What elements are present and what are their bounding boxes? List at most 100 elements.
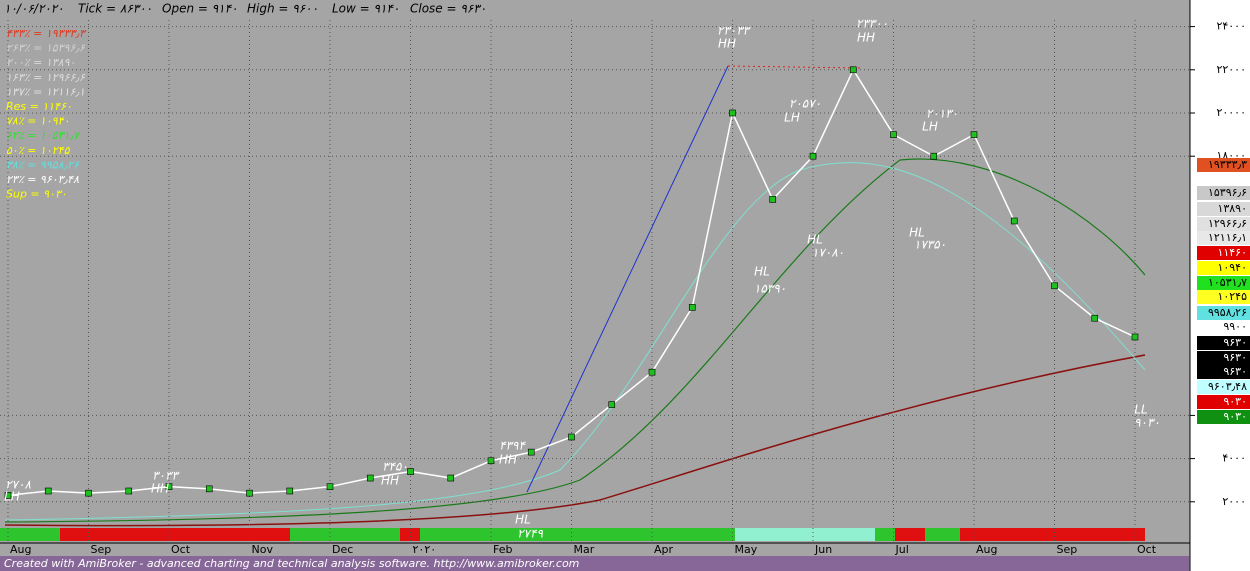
price-box-label: ۹۶۳۰ xyxy=(1223,365,1247,378)
level-label: ۵۰٪ = ۱۰۲۴۵ xyxy=(6,144,71,157)
annotation: ۲۳۰۳۳ xyxy=(717,24,752,38)
price-box-label: ۱۵۳۹۶٫۶ xyxy=(1208,186,1247,199)
price-box-label: ۱۲۹۶۶٫۶ xyxy=(1208,217,1247,230)
annotation: ۲۷۰۸ xyxy=(5,478,31,492)
x-tick-label: Oct xyxy=(171,543,191,556)
annotation: ۲۰۵۷۰ xyxy=(789,97,821,111)
level-label: Sup = ۹۰۳۰ xyxy=(6,188,67,201)
trend-line xyxy=(526,65,729,493)
annotation: ۹۰۳۰ xyxy=(1134,416,1160,430)
x-tick-label: Aug xyxy=(976,543,997,556)
price-box xyxy=(1197,336,1250,350)
price-box xyxy=(1197,395,1250,409)
price-point xyxy=(527,448,535,456)
price-point xyxy=(970,131,978,138)
annotation: ۱۷۳۵۰ xyxy=(914,238,946,252)
y-tick-label: ۲۲۰۰۰ xyxy=(1216,63,1246,76)
x-tick-label: Sep xyxy=(1057,543,1078,556)
price-box xyxy=(1197,306,1250,320)
x-tick-label: Mar xyxy=(574,543,595,556)
price-point xyxy=(205,485,213,493)
price-point xyxy=(648,368,656,376)
price-point xyxy=(85,489,92,497)
annotation: HL xyxy=(754,265,770,279)
price-box xyxy=(1197,217,1250,231)
plot-background xyxy=(0,0,1190,571)
price-box xyxy=(1197,186,1250,200)
x-tick-label: May xyxy=(735,543,758,556)
annotation: ۳۰۳۳ xyxy=(152,469,180,483)
level-label: ۱۳۷٪ = ۱۲۱۱۶٫۱ xyxy=(6,85,85,98)
price-point xyxy=(568,433,575,441)
price-box-label: ۹۹۵۸٫۲۶ xyxy=(1208,306,1247,319)
price-box xyxy=(1197,290,1250,304)
level-label: ۲۰۰٪ = ۱۳۸۹۰ xyxy=(6,56,75,69)
price-box-label: ۹۰۳۰ xyxy=(1223,395,1247,408)
y-tick-label: ۲۴۰۰۰ xyxy=(1216,20,1246,33)
price-box-label: ۹۶۳۰ xyxy=(1223,336,1247,349)
x-tick-label: Sep xyxy=(91,543,112,556)
annotation: LL xyxy=(1134,403,1147,417)
annotation: HH xyxy=(151,482,169,496)
price-point xyxy=(688,304,696,311)
moving-average xyxy=(4,158,1146,523)
price-point xyxy=(4,492,12,499)
price-point xyxy=(1131,333,1139,341)
price-point xyxy=(165,483,173,490)
header-date: ۱۰/۰۶/۲۰۲۰ xyxy=(4,2,64,16)
level-label: ۶۲٪ = ۱۰۵۳۱٫۷ xyxy=(6,129,81,142)
annotation: HH xyxy=(381,474,399,488)
annotation: HH xyxy=(857,31,875,45)
price-box xyxy=(1197,231,1250,245)
annotation: ۲۷۴۹ xyxy=(517,527,543,541)
moving-average xyxy=(4,162,1146,521)
price-point xyxy=(487,457,495,465)
price-box xyxy=(1197,410,1250,424)
x-tick-label: Jul xyxy=(895,543,909,556)
price-box-label: ۹۶۳۰ xyxy=(1223,351,1247,364)
level-label: ۷۸٪ = ۱۰۹۴۰ xyxy=(6,115,69,128)
price-box-label: ۹۶۰۳٫۴۸ xyxy=(1208,380,1247,393)
level-label: ۲۶۳٪ = ۱۵۳۹۶٫۶ xyxy=(6,42,86,55)
price-box-label: ۹۹۰۰ xyxy=(1223,320,1247,333)
price-box xyxy=(1197,158,1250,172)
y-tick-label: ۲۰۰۰ xyxy=(1222,495,1246,508)
x-tick-label: Dec xyxy=(332,543,353,556)
x-tick-label: Feb xyxy=(493,543,512,556)
price-box-label: ۱۰۹۴۰ xyxy=(1217,261,1247,274)
price-box-label: ۹۰۳۰ xyxy=(1223,410,1247,423)
price-point xyxy=(769,196,777,203)
header-high: High = ۹۶۰۰ xyxy=(247,2,318,16)
annotation: ۲۰۱۳۰ xyxy=(926,107,958,121)
level-label: ۲۳٪ = ۹۶۰۳٫۴۸ xyxy=(6,173,79,186)
level-label: Res = ۱۱۴۶۰ xyxy=(6,100,72,113)
price-point xyxy=(1091,314,1099,322)
price-box-label: ۱۹۳۳۳٫۳ xyxy=(1208,158,1247,171)
price-point xyxy=(890,131,897,138)
x-tick-label: ۲۰۲۰ xyxy=(413,543,437,556)
price-box xyxy=(1197,320,1250,334)
annotation: HH xyxy=(718,37,736,51)
header-low: Low = ۹۱۴۰ xyxy=(332,2,399,16)
price-point xyxy=(1010,217,1018,225)
y-tick-label: ۲۰۰۰۰ xyxy=(1216,106,1246,119)
trend-line xyxy=(727,65,861,69)
x-tick-label: Oct xyxy=(1137,543,1157,556)
price-box xyxy=(1197,380,1250,394)
x-tick-label: Nov xyxy=(252,543,274,556)
price-box-label: ۱۰۲۴۵ xyxy=(1217,290,1247,303)
price-box xyxy=(1197,246,1250,260)
price-box xyxy=(1197,261,1250,275)
price-box xyxy=(1197,365,1250,379)
y-tick-label: ۴۰۰۰ xyxy=(1222,452,1246,465)
annotation: LH xyxy=(784,111,800,125)
signal-strip xyxy=(400,528,420,541)
level-label: ۱۶۳٪ = ۱۲۹۶۶٫۶ xyxy=(6,71,86,84)
price-point xyxy=(44,487,52,495)
price-box-label: ۱۳۸۹۰ xyxy=(1217,202,1247,215)
price-box xyxy=(1197,351,1250,365)
signal-strip xyxy=(895,528,925,541)
price-box xyxy=(1197,276,1250,290)
header-open: Open = ۹۱۴۰ xyxy=(162,2,238,16)
